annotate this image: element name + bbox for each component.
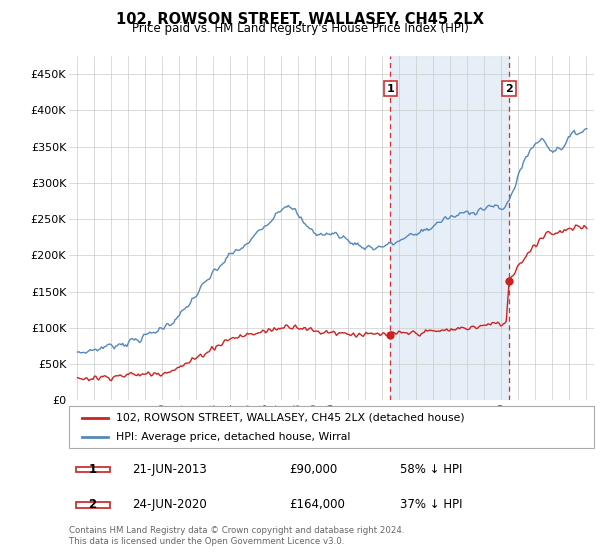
Text: 102, ROWSON STREET, WALLASEY, CH45 2LX (detached house): 102, ROWSON STREET, WALLASEY, CH45 2LX (… — [116, 413, 465, 423]
Text: 21-JUN-2013: 21-JUN-2013 — [132, 463, 207, 475]
Text: £90,000: £90,000 — [290, 463, 338, 475]
Text: 102, ROWSON STREET, WALLASEY, CH45 2LX: 102, ROWSON STREET, WALLASEY, CH45 2LX — [116, 12, 484, 27]
Text: 58% ↓ HPI: 58% ↓ HPI — [400, 463, 462, 475]
Bar — [390, 56, 509, 400]
Text: £164,000: £164,000 — [290, 498, 346, 511]
Text: 24-JUN-2020: 24-JUN-2020 — [132, 498, 207, 511]
Bar — [76, 502, 110, 507]
Text: 2: 2 — [89, 498, 97, 511]
Text: Price paid vs. HM Land Registry's House Price Index (HPI): Price paid vs. HM Land Registry's House … — [131, 22, 469, 35]
Text: 1: 1 — [386, 83, 394, 94]
Text: 1: 1 — [89, 463, 97, 475]
Text: 2: 2 — [505, 83, 513, 94]
Text: 37% ↓ HPI: 37% ↓ HPI — [400, 498, 462, 511]
Text: Contains HM Land Registry data © Crown copyright and database right 2024.
This d: Contains HM Land Registry data © Crown c… — [69, 526, 404, 546]
Text: HPI: Average price, detached house, Wirral: HPI: Average price, detached house, Wirr… — [116, 432, 350, 442]
Bar — [76, 466, 110, 472]
